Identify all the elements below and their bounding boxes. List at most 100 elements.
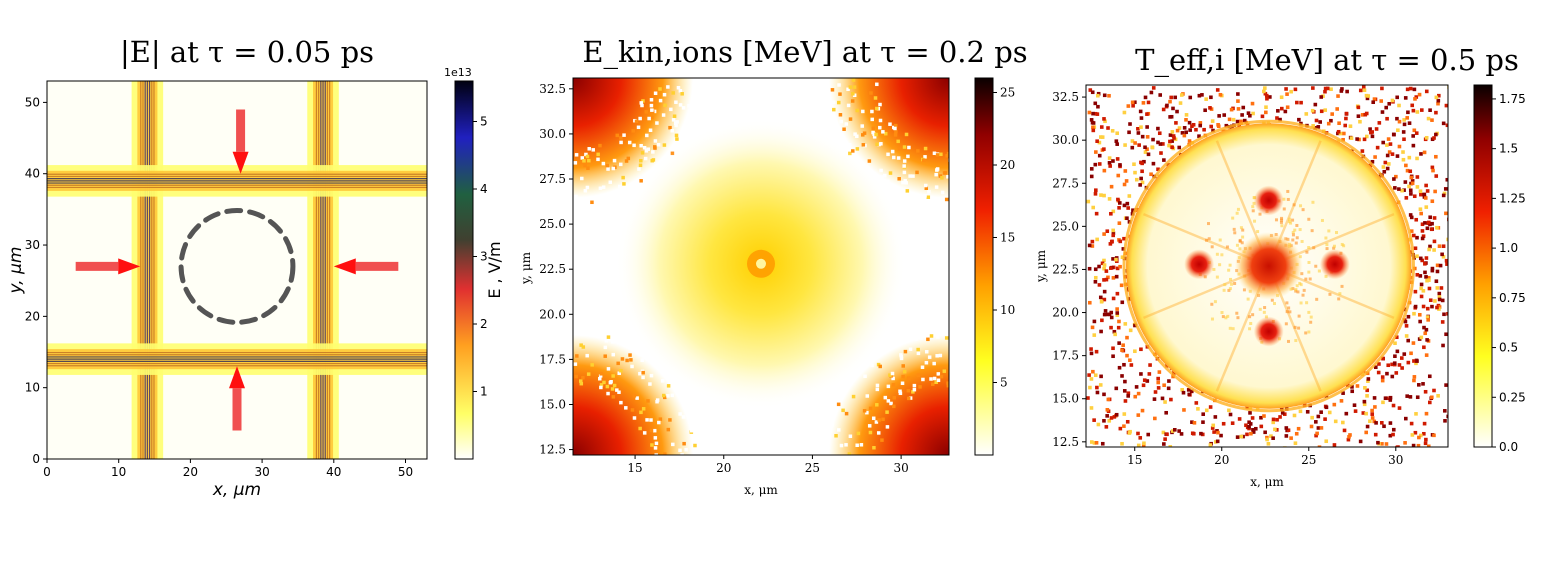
noise-pixel [1399, 356, 1404, 360]
noise-pixel [1169, 95, 1173, 100]
speckle [908, 396, 913, 400]
speckle [666, 394, 670, 398]
noise-pixel [1138, 183, 1142, 187]
speckle [841, 408, 845, 413]
noise-pixel [1394, 371, 1399, 375]
noise-pixel [1397, 103, 1401, 108]
speckle [645, 418, 649, 422]
noise-pixel [1213, 415, 1218, 419]
noise-pixel [1365, 96, 1370, 101]
noise-pixel [1445, 262, 1448, 266]
speckle [862, 131, 867, 135]
noise-pixel [1208, 443, 1213, 447]
speckle [574, 374, 578, 379]
noise-pixel [1156, 140, 1160, 145]
noise-pixel [1402, 352, 1407, 356]
noise-pixel [1344, 111, 1349, 116]
speckle [938, 353, 943, 358]
speckle [669, 107, 673, 112]
x-tick-label: 30 [1388, 453, 1403, 467]
center-speckle [1296, 290, 1300, 294]
noise-pixel [1425, 226, 1430, 231]
noise-pixel [1250, 101, 1255, 106]
noise-pixel [1152, 397, 1157, 401]
noise-pixel [1241, 105, 1246, 110]
noise-pixel [1211, 423, 1216, 428]
center-speckle [1215, 275, 1219, 279]
panel1-x-ticks: 0 10 20 30 40 50 [43, 459, 413, 479]
arrow-head [229, 366, 245, 389]
noise-pixel [1162, 158, 1166, 162]
speckle [844, 443, 848, 447]
noise-pixel [1122, 412, 1127, 416]
noise-pixel [1391, 132, 1396, 137]
speckle [653, 436, 658, 440]
noise-pixel [1414, 217, 1419, 222]
center-speckle [1240, 241, 1244, 245]
noise-pixel [1365, 134, 1369, 139]
noise-pixel [1113, 332, 1117, 337]
noise-pixel [1414, 131, 1419, 135]
noise-pixel [1182, 408, 1186, 412]
noise-pixel [1423, 441, 1428, 446]
noise-pixel [1107, 419, 1112, 423]
speckle [896, 139, 900, 144]
speckle [903, 178, 907, 183]
noise-pixel [1364, 93, 1369, 98]
colorbar-tick-label: 0.75 [1499, 291, 1526, 305]
noise-pixel [1130, 139, 1135, 143]
noise-pixel [1426, 275, 1431, 280]
noise-pixel [1279, 106, 1284, 111]
noise-pixel [1142, 441, 1146, 446]
speckle [932, 376, 937, 381]
noise-pixel [1215, 439, 1220, 444]
noise-pixel [1339, 399, 1344, 403]
noise-pixel [1090, 325, 1095, 330]
noise-pixel [1175, 128, 1180, 133]
noise-pixel [1424, 135, 1429, 140]
noise-pixel [1381, 165, 1386, 169]
speckle [907, 145, 911, 150]
center-speckle [1307, 246, 1311, 250]
noise-pixel [1403, 96, 1408, 100]
noise-pixel [1242, 118, 1247, 123]
speckle [610, 387, 615, 391]
noise-pixel [1411, 143, 1416, 148]
speckle [605, 163, 610, 168]
speckle [586, 372, 591, 376]
noise-pixel [1365, 388, 1370, 393]
speckle [661, 393, 666, 398]
speckle [581, 345, 586, 349]
corner-hot-region [829, 335, 949, 455]
colorbar-tick-label: 1.25 [1499, 191, 1526, 205]
noise-pixel [1248, 113, 1252, 118]
speckle [640, 103, 644, 108]
noise-pixel [1318, 120, 1322, 124]
noise-pixel [1407, 184, 1411, 189]
speckle [859, 443, 864, 447]
speckle [616, 361, 620, 366]
speckle [598, 374, 603, 378]
speckle [660, 379, 665, 383]
noise-pixel [1441, 121, 1446, 126]
noise-pixel [1425, 315, 1430, 319]
y-tick-label: 12.5 [539, 443, 566, 457]
noise-pixel [1432, 388, 1436, 393]
speckle [871, 126, 876, 131]
speckle [862, 409, 867, 413]
noise-pixel [1420, 222, 1425, 227]
noise-pixel [1437, 295, 1442, 299]
speckle [924, 360, 929, 365]
noise-pixel [1299, 100, 1303, 105]
speckle [940, 176, 944, 180]
noise-pixel [1130, 145, 1135, 150]
noise-pixel [1143, 145, 1147, 150]
center-speckle [1309, 320, 1313, 324]
noise-pixel [1248, 411, 1252, 415]
speckle [601, 185, 606, 189]
noise-pixel [1440, 298, 1445, 303]
noise-pixel [1162, 383, 1166, 388]
noise-pixel [1102, 258, 1106, 263]
speckle [693, 81, 697, 85]
noise-pixel [1244, 423, 1248, 428]
